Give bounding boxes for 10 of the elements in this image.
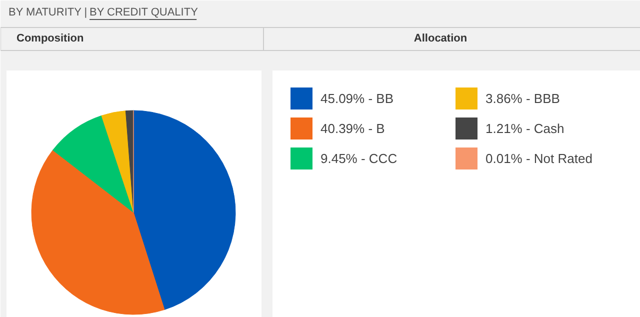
text: Composition [16,32,84,44]
legend-label: 0.01% - Not Rated [486,151,592,166]
text: BY CREDIT QUALITY [90,6,199,18]
legend-label: 3.86% - BBB [486,91,560,106]
legend-label: 1.21% - Cash [486,121,564,136]
text: Allocation [414,32,468,44]
text: BY MATURITY | [8,6,88,18]
legend-label: 45.09% - BB [320,91,394,106]
legend-label: 40.39% - B [320,121,385,136]
legend-label: 9.45% - CCC [320,151,398,166]
